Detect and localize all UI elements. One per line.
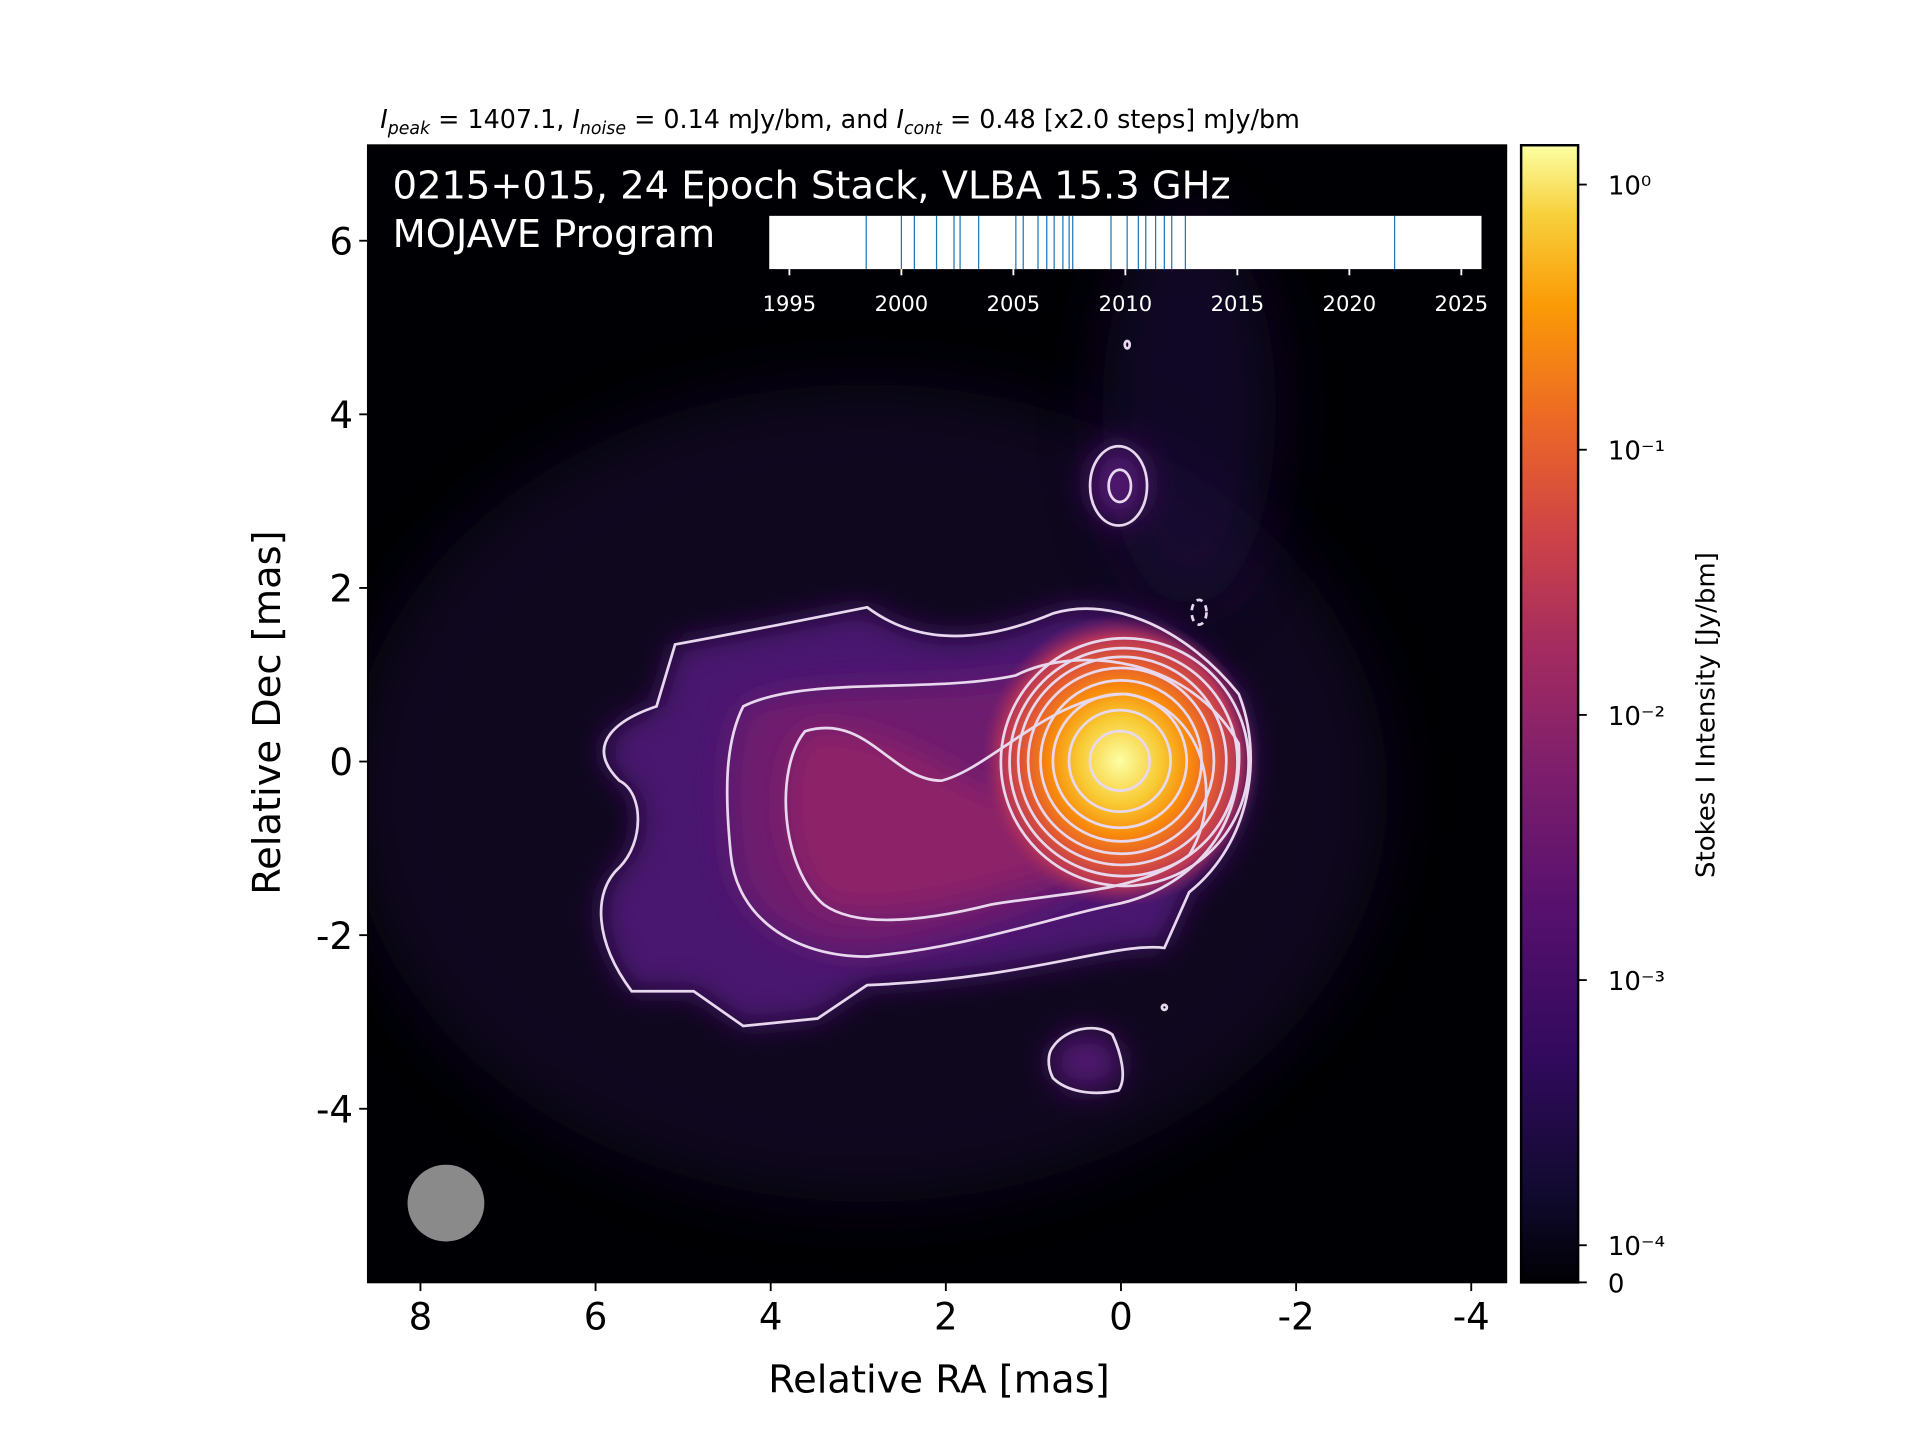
x-tick-label: -4: [1453, 1295, 1490, 1338]
title-part: I: [572, 104, 579, 134]
chart-title: Ipeak = 1407.1, Inoise = 0.14 mJy/bm, an…: [380, 104, 1300, 139]
x-tick-label: -2: [1278, 1295, 1315, 1338]
epoch-tick-label: 2020: [1323, 291, 1377, 316]
title-part: peak: [387, 119, 431, 139]
title-part: noise: [580, 119, 626, 139]
contour: [1008, 646, 1239, 878]
colorbar-tick-label: 10⁻¹: [1608, 437, 1665, 467]
contour: [999, 636, 1250, 888]
contour: [1039, 678, 1203, 843]
x-tick-label: 2: [934, 1295, 958, 1338]
beam: [407, 1164, 485, 1242]
x-tick-label: 6: [584, 1295, 608, 1338]
x-tick-label: 0: [1109, 1295, 1133, 1338]
contour: [1123, 339, 1132, 350]
contour: [1016, 655, 1228, 867]
contour: [1026, 666, 1216, 856]
contour: [599, 605, 1253, 1028]
contour: [1160, 1003, 1169, 1012]
title-part: = 0.48 [x2.0 steps] mJy/bm: [942, 104, 1300, 134]
epoch-tick-label: 2005: [987, 291, 1041, 316]
epoch-tick-label: 2015: [1211, 291, 1265, 316]
colorbar-tick-label: 10⁻⁴: [1608, 1232, 1665, 1262]
contour: [1067, 708, 1172, 814]
title-part: I: [897, 104, 904, 134]
x-tick-label: 8: [409, 1295, 433, 1338]
title-part: = 1407.1,: [430, 104, 572, 134]
annotation: MOJAVE Program: [393, 212, 716, 257]
contour: [1107, 468, 1133, 504]
epoch-timeline: [769, 215, 1482, 270]
contour: [1051, 692, 1189, 830]
y-tick-label: 6: [329, 220, 353, 263]
y-tick-label: 2: [329, 568, 353, 611]
colorbar-tick-label: 10⁻³: [1608, 967, 1665, 997]
jet-glow: [785, 729, 1066, 911]
contour: [1047, 1026, 1125, 1095]
epoch-tick-label: 2010: [1099, 291, 1153, 316]
epoch-tick-label: 2000: [875, 291, 929, 316]
blob: [1088, 443, 1149, 524]
x-axis-label: Relative RA [mas]: [768, 1358, 1110, 1403]
title-part: cont: [904, 119, 943, 139]
colorbar-label: Stokes I Intensity [Jy/bm]: [1691, 552, 1721, 878]
image: [367, 145, 1507, 1283]
x-tick-label: 4: [759, 1295, 783, 1338]
haze: [1102, 210, 1276, 608]
core: [981, 614, 1259, 908]
y-axis-label: Relative Dec [mas]: [245, 530, 290, 894]
epoch-tick-label: 2025: [1435, 291, 1489, 316]
y-tick-label: 4: [329, 394, 353, 437]
plot-frame: [366, 144, 1508, 1284]
colorbar: [1519, 143, 1580, 1284]
blob: [1049, 1032, 1124, 1092]
contour: [1088, 444, 1149, 527]
y-tick-label: 0: [329, 741, 353, 784]
contour: [725, 658, 1241, 958]
colorbar-tick-label: 0: [1608, 1269, 1625, 1299]
epoch-tick-label: 1995: [763, 291, 817, 316]
title-part: I: [380, 104, 387, 134]
title-part: = 0.14 mJy/bm, and: [626, 104, 897, 134]
y-tick-label: -2: [316, 915, 353, 958]
contour: [1088, 729, 1151, 792]
y-tick-label: -4: [316, 1088, 353, 1131]
colorbar-tick-label: 10⁻²: [1608, 702, 1665, 732]
annotation: 0215+015, 24 Epoch Stack, VLBA 15.3 GHz: [393, 164, 1231, 209]
colorbar-tick-label: 10⁰: [1608, 171, 1652, 201]
